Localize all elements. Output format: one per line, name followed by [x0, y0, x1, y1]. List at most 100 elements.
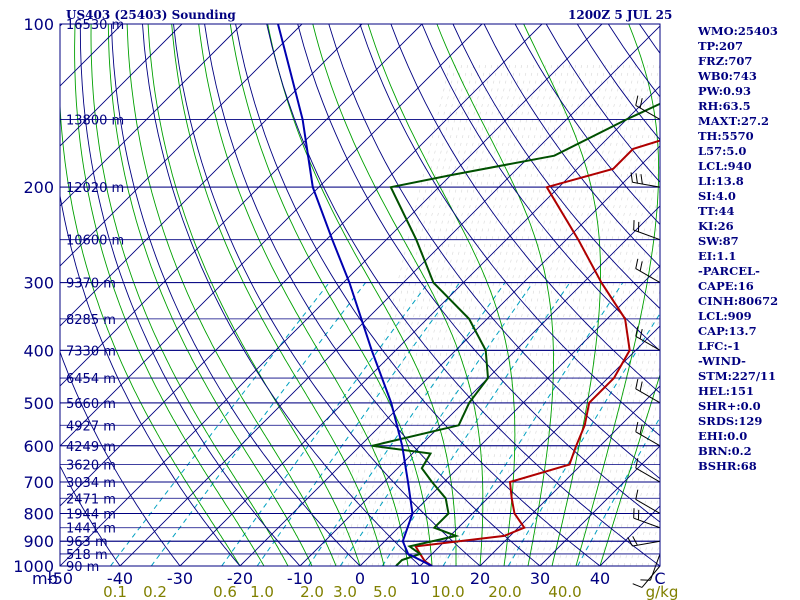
- wind-barb: [632, 565, 661, 588]
- pressure-tick-label: 500: [23, 394, 54, 413]
- isotherm-line: [60, 24, 543, 507]
- stat-item: CINH:80672: [698, 294, 779, 308]
- mixing-ratio-label: 0.6: [213, 583, 237, 600]
- stat-item: LCL:940: [698, 159, 752, 173]
- wind-barb-staff: [632, 181, 661, 188]
- moist-adiabat-line: [198, 24, 409, 566]
- wind-barb-flag: [635, 421, 639, 432]
- wind-barb: [635, 421, 661, 447]
- pressure-tick-label: 300: [23, 274, 54, 293]
- shade-line: [365, 63, 487, 566]
- pressure-tick-label: 100: [23, 15, 54, 34]
- wind-barb: [635, 378, 661, 404]
- moist-adiabat-line: [171, 24, 385, 566]
- stat-item: WMO:25403: [698, 24, 778, 38]
- temp-tick-label: -10: [287, 569, 313, 588]
- shade-line: [431, 63, 553, 566]
- height-label: 5660 m: [66, 397, 116, 412]
- wind-barb-flag: [635, 95, 639, 106]
- wind-barb-flag: [635, 173, 638, 184]
- stat-item: STM:227/11: [698, 369, 777, 383]
- wind-barb: [640, 553, 661, 581]
- wind-barb-flag: [630, 172, 633, 183]
- mixing-ratio-line: [221, 282, 429, 566]
- parcel-trace: [277, 24, 433, 566]
- shade-line: [461, 63, 583, 566]
- stats-panel: WMO:25403 TP:207 FRZ:707 WB0:743 PW:0.93 RH:6…: [698, 24, 798, 474]
- wind-barb-staff: [635, 431, 661, 447]
- height-label: 518 m: [66, 548, 108, 563]
- height-label: 3620 m: [66, 459, 116, 474]
- pressure-tick-label: 400: [23, 341, 54, 360]
- wind-barb-staff: [641, 565, 661, 588]
- stat-item: SHR+:0.0: [698, 399, 761, 413]
- wind-barb-flag: [635, 326, 639, 337]
- isotherm-line: [0, 24, 2, 566]
- temp-tick-label: 10: [410, 569, 430, 588]
- wind-barb-flag: [632, 583, 643, 588]
- height-label: 9370 m: [66, 277, 116, 292]
- isotherm-line: [60, 24, 363, 327]
- shade-line: [497, 63, 619, 566]
- shade-line: [425, 63, 547, 566]
- wind-barb-flag: [640, 174, 643, 185]
- height-label: 2471 m: [66, 492, 116, 507]
- stat-item: PW:0.93: [698, 84, 752, 98]
- mixing-ratio-label: 2.0: [300, 583, 324, 600]
- wind-barbs: [627, 95, 661, 588]
- isotherm-line: [60, 24, 423, 387]
- height-label: 1441 m: [66, 522, 116, 537]
- isotherm-line: [179, 85, 660, 566]
- pressure-unit-label: mb: [32, 569, 58, 588]
- shade-line: [575, 213, 660, 566]
- wind-barb-flag: [639, 424, 643, 435]
- isotherm-line: [479, 385, 660, 566]
- shade-line: [485, 63, 607, 566]
- temp-tick-label: 30: [530, 569, 550, 588]
- wind-barb-staff: [649, 553, 661, 581]
- wind-barb-flag: [635, 458, 639, 469]
- mixing-ratio-label: 1.0: [250, 583, 274, 600]
- pressure-tick-label: 900: [23, 532, 54, 551]
- height-label: 4249 m: [66, 440, 116, 455]
- stat-item: CAP:13.7: [698, 324, 757, 338]
- isotherm-line: [419, 325, 660, 566]
- shade-line: [395, 63, 517, 566]
- pressure-tick-label: 700: [23, 473, 54, 492]
- shade-line: [443, 63, 565, 566]
- stat-item: LCL:909: [698, 309, 752, 323]
- stat-item: TP:207: [698, 39, 744, 53]
- shade-line: [479, 63, 601, 566]
- height-label: 10600 m: [66, 234, 124, 249]
- stat-item: TT:44: [698, 204, 735, 218]
- isotherm-line: [60, 24, 603, 566]
- wind-barb-flag: [635, 489, 639, 500]
- shade-line: [491, 63, 613, 566]
- height-label: 13800 m: [66, 113, 124, 128]
- shade-line: [533, 63, 655, 566]
- shade-line: [377, 63, 499, 566]
- stat-item: WB0:743: [698, 69, 757, 83]
- isotherm-line: [60, 24, 243, 207]
- wind-barb-flag: [639, 261, 643, 272]
- isotherm-line: [119, 25, 660, 566]
- shade-line: [341, 63, 463, 566]
- wind-barb: [635, 95, 661, 120]
- wind-barb-flag: [639, 98, 643, 109]
- stat-item: RH:63.5: [698, 99, 751, 113]
- wind-barb-flag: [632, 536, 638, 546]
- shade-line: [419, 63, 541, 566]
- shade-line: [335, 63, 457, 566]
- shade-line: [383, 63, 505, 566]
- shade-line: [401, 63, 523, 566]
- sounding-traces: [277, 24, 660, 566]
- shade-line: [437, 63, 559, 566]
- mixing-ratio-line: [381, 282, 571, 566]
- height-label: 3034 m: [66, 476, 116, 491]
- shade-line: [587, 263, 660, 566]
- moist-adiabat-line: [126, 24, 337, 566]
- pressure-tick-label: 200: [23, 178, 54, 197]
- shade-line: [515, 63, 637, 566]
